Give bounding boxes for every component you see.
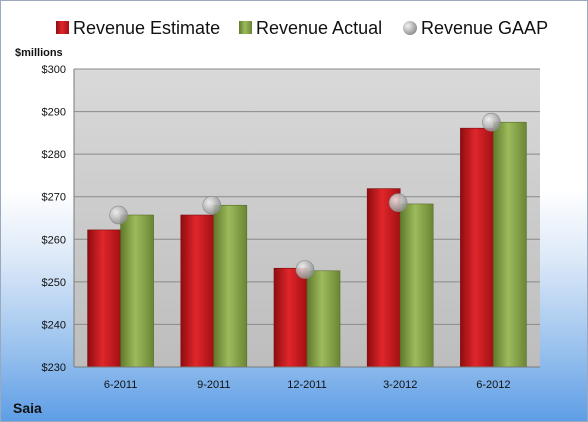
x-tick-label: 3-2012 [383,379,417,391]
y-tick-label: $290 [42,107,66,119]
marker-gaap [109,205,128,225]
legend-label-estimate: Revenue Estimate [73,18,220,38]
marker-gaap [388,193,408,212]
legend-label-actual: Revenue Actual [256,18,382,38]
x-tick-label: 9-2011 [197,379,230,391]
x-tick-label: 6-2011 [104,379,137,391]
y-tick-label: $280 [42,149,66,161]
bar-actual [213,204,248,368]
x-tick-label: 6-2012 [476,379,510,391]
legend-swatch-actual [239,21,252,34]
y-tick-label: $250 [42,277,66,289]
bar-actual [120,214,154,368]
legend-item-actual: Revenue Actual [239,18,382,38]
bar-estimate [460,127,494,368]
bar-estimate [180,214,215,368]
legend-label-gaap: Revenue GAAP [421,18,548,38]
y-tick-label: $300 [42,64,66,76]
bar-actual [306,270,341,368]
bar-actual [493,121,527,368]
y-axis-unit-label: $millions [15,47,63,59]
legend-item-gaap: Revenue GAAP [403,18,548,38]
bar-actual [399,203,434,368]
x-tick-label: 12-2011 [287,379,327,391]
legend-item-estimate: Revenue Estimate [56,18,220,38]
marker-gaap [295,260,315,279]
y-tick-label: $240 [42,319,66,331]
legend-swatch-estimate [56,21,69,34]
x-axis-ticks: 6-2011 9-2011 12-2011 3-2012 6-2012 [104,379,511,391]
y-tick-label: $230 [42,362,66,374]
company-name: Saia [13,400,42,416]
bar-estimate [273,267,308,368]
bar-estimate [366,188,401,368]
bar-estimate [87,229,121,368]
gaap-markers [109,112,501,279]
legend: Revenue Estimate Revenue Actual Revenue … [56,18,548,38]
marker-gaap [202,195,222,215]
y-tick-label: $260 [42,234,66,246]
marker-gaap [482,112,501,132]
y-tick-label: $270 [42,192,66,204]
y-axis-ticks: $230 $240 $250 $260 $270 $280 $290 $300 [42,64,66,374]
legend-swatch-gaap [403,21,417,35]
